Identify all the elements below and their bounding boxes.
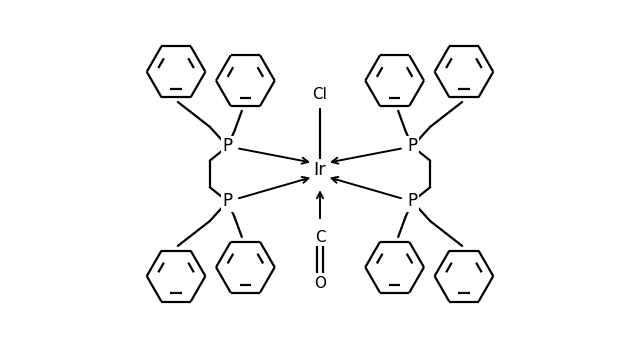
- Text: P: P: [407, 193, 417, 211]
- Text: P: P: [223, 137, 233, 155]
- Text: O: O: [314, 276, 326, 291]
- Text: P: P: [407, 137, 417, 155]
- Text: P: P: [223, 193, 233, 211]
- Text: C: C: [315, 230, 325, 244]
- Text: Ir: Ir: [314, 160, 326, 179]
- Text: Cl: Cl: [312, 87, 328, 102]
